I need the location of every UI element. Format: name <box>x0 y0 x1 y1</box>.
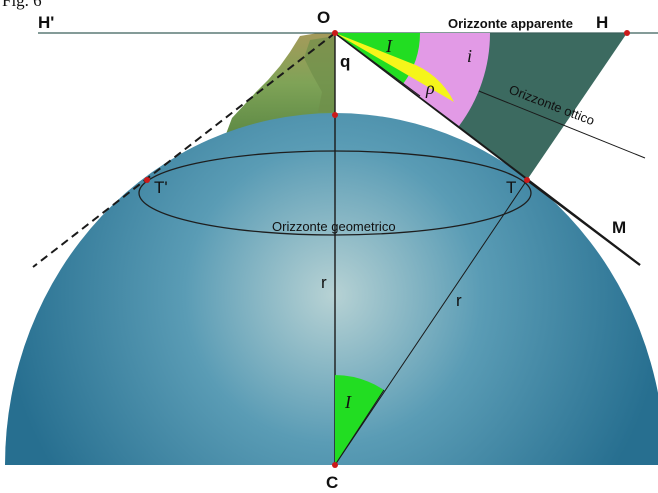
label-M: M <box>612 218 626 237</box>
point-T-prime <box>144 177 150 183</box>
label-r-slant: r <box>456 291 462 310</box>
angle-I-top-sector <box>335 33 420 84</box>
label-T-prime: T' <box>154 178 168 197</box>
point-H <box>624 30 630 36</box>
angle-center-edge <box>334 389 385 466</box>
figure-caption: Fig. 6 <box>2 0 42 10</box>
angle-I-center-sector <box>335 375 384 465</box>
point-A <box>332 112 338 118</box>
label-H-prime: H' <box>38 13 54 32</box>
label-O: O <box>317 8 330 27</box>
label-H: H <box>596 13 608 32</box>
angle-rho-sector <box>335 33 454 102</box>
point-T <box>524 177 530 183</box>
label-T: T <box>506 178 516 197</box>
label-q: q <box>340 52 350 71</box>
label-angle-I-center: I <box>344 392 352 412</box>
radius-line-TC <box>334 179 528 466</box>
point-O <box>332 30 338 36</box>
label-angle-rho: ρ <box>425 78 435 98</box>
label-angle-i: i <box>467 46 472 66</box>
label-C: C <box>326 473 338 492</box>
terrain-shade <box>304 36 335 112</box>
label-r-vertical: r <box>321 273 327 292</box>
dashed-tangent-line <box>32 32 336 268</box>
earth-globe <box>5 113 658 465</box>
label-geometric-horizon: Orizzonte geometrico <box>272 219 396 234</box>
label-A: A <box>343 93 355 112</box>
angle-divider-1 <box>334 32 421 97</box>
point-C <box>332 462 338 468</box>
line-TM <box>526 179 641 266</box>
label-angle-I-top: I <box>385 36 393 56</box>
label-apparent-horizon: Orizzonte apparente <box>448 16 573 31</box>
